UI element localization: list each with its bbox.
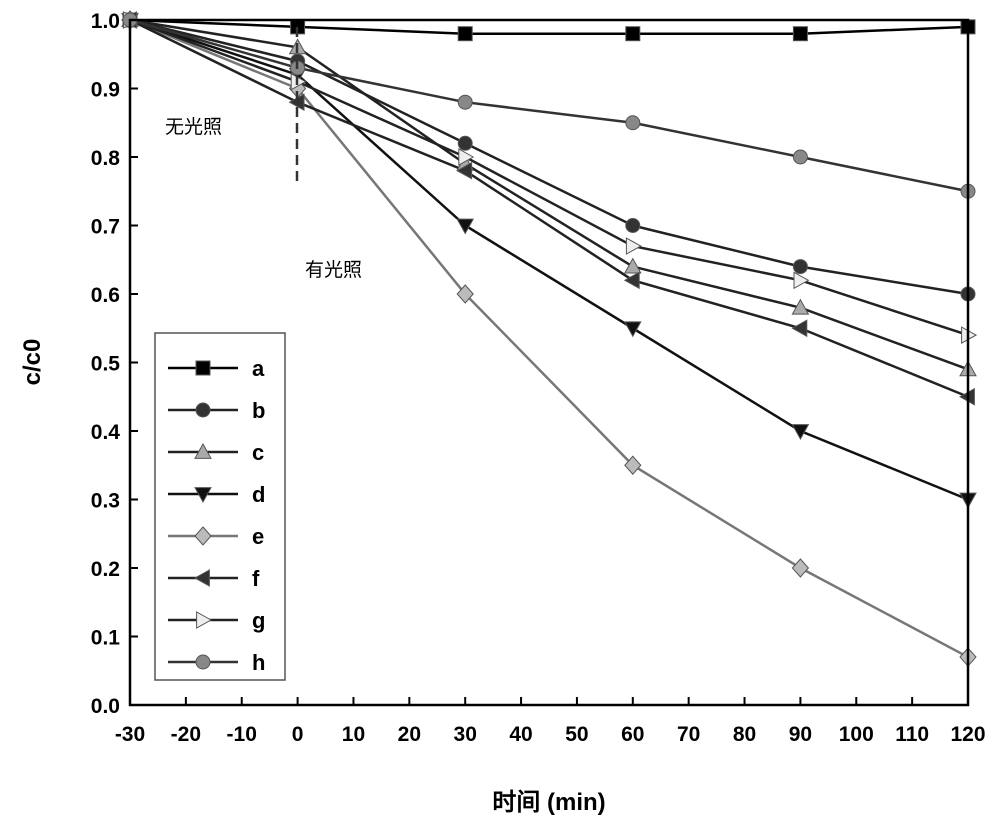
y-axis-label: c/c0 xyxy=(19,339,46,386)
legend-label-a: a xyxy=(252,356,265,381)
legend-label-h: h xyxy=(252,650,265,675)
legend-marker-b xyxy=(195,402,211,418)
legend-label-g: g xyxy=(252,608,265,633)
y-tick-label: 0.5 xyxy=(91,353,121,376)
x-tick-label: 60 xyxy=(621,723,644,746)
x-tick-label: -20 xyxy=(171,723,201,746)
data-point-c xyxy=(623,257,642,274)
legend-label-e: e xyxy=(252,524,264,549)
legend-marker-a xyxy=(195,360,211,376)
x-tick-label: 40 xyxy=(509,723,532,746)
data-point-a xyxy=(625,26,641,42)
data-point-g xyxy=(458,148,475,166)
legend-marker-c xyxy=(194,442,212,459)
data-point-e xyxy=(791,558,810,578)
legend-marker-d xyxy=(194,487,212,504)
annotation-dark: 无光照 xyxy=(165,116,222,138)
data-point-h xyxy=(625,115,641,131)
legend-label-d: d xyxy=(252,482,265,507)
data-point-a xyxy=(457,26,473,42)
data-point-g xyxy=(793,271,810,290)
series-line-f xyxy=(129,18,969,398)
series-line-c xyxy=(129,18,969,371)
x-tick-label: 10 xyxy=(342,723,365,746)
legend-marker-f xyxy=(193,569,210,587)
y-tick-label: 0.8 xyxy=(91,147,121,170)
x-tick-label: 90 xyxy=(789,723,812,746)
y-tick-label: 0.2 xyxy=(91,558,120,581)
data-point-a xyxy=(792,26,808,42)
data-point-c xyxy=(791,298,810,315)
data-point-b xyxy=(792,259,808,275)
y-tick-label: 0.9 xyxy=(91,79,120,102)
series-line-b xyxy=(129,18,969,296)
x-tick-label: 50 xyxy=(565,723,588,746)
y-tick-label: 0.3 xyxy=(91,490,120,513)
x-tick-label: 0 xyxy=(292,723,304,746)
x-axis-label: 时间 (min) xyxy=(492,789,605,816)
annotation-light: 有光照 xyxy=(305,259,362,281)
data-point-d xyxy=(791,424,810,441)
x-tick-label: -30 xyxy=(115,723,145,746)
series-line-h xyxy=(129,18,969,193)
data-point-d xyxy=(623,321,642,338)
data-point-b xyxy=(625,218,641,233)
data-point-d xyxy=(456,218,475,235)
data-point-f xyxy=(623,271,640,290)
y-tick-label: 0.1 xyxy=(91,627,121,650)
x-tick-label: 120 xyxy=(950,723,985,746)
x-tick-label: 110 xyxy=(895,723,929,746)
data-point-h xyxy=(457,94,473,110)
y-tick-label: 0.0 xyxy=(91,695,120,718)
data-point-h xyxy=(792,149,808,165)
y-tick-label: 0.4 xyxy=(91,421,121,444)
legend-box xyxy=(154,332,286,681)
data-point-e xyxy=(456,284,474,304)
series-line-e xyxy=(129,18,969,659)
data-point-f xyxy=(791,319,808,338)
legend-label-f: f xyxy=(252,566,260,591)
data-point-b xyxy=(457,135,473,151)
x-tick-label: 80 xyxy=(733,723,756,746)
legend-marker-h xyxy=(195,654,211,670)
x-tick-label: 70 xyxy=(677,723,700,746)
data-point-f xyxy=(456,161,473,180)
legend-label-c: c xyxy=(252,440,264,465)
x-tick-label: -10 xyxy=(227,723,257,746)
data-point-g xyxy=(290,72,307,91)
y-tick-label: 1.0 xyxy=(91,10,120,33)
data-point-e xyxy=(624,455,642,476)
data-point-g xyxy=(625,237,642,255)
legend-marker-g xyxy=(196,611,213,629)
legend-marker-e xyxy=(194,526,212,546)
y-tick-label: 0.7 xyxy=(91,216,120,239)
series-line-a xyxy=(129,18,969,35)
x-tick-label: 100 xyxy=(839,723,874,746)
x-tick-label: 30 xyxy=(454,723,477,746)
series-line-d xyxy=(129,18,969,501)
y-tick-label: 0.6 xyxy=(91,284,120,307)
x-tick-label: 20 xyxy=(398,723,421,746)
legend-label-b: b xyxy=(252,398,265,423)
series-line-g xyxy=(129,18,969,337)
